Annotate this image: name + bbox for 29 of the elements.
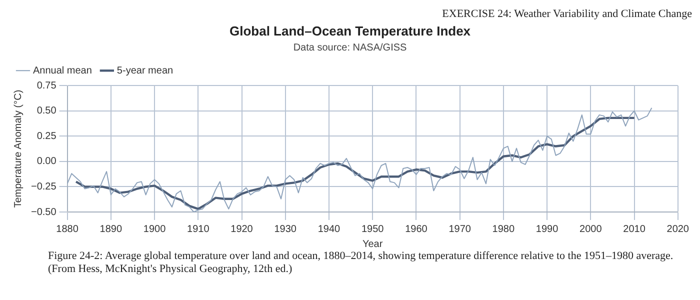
x-tick-label: 1980 xyxy=(492,224,515,235)
text: EXERCISE 24: Weather Variability and Climate Change xyxy=(441,8,692,22)
y-tick-label: −0.50 xyxy=(30,206,57,218)
x-tick-label: 1970 xyxy=(448,224,472,235)
x-tick-label: 1990 xyxy=(536,224,559,235)
chart-subtitle: Data source: NASA/GISS xyxy=(293,42,408,54)
x-tick-label: 1880 xyxy=(56,224,79,235)
x-tick-label: 1930 xyxy=(274,224,297,235)
x-tick-label: 1890 xyxy=(100,224,122,235)
x-tick-label: 2010 xyxy=(623,224,646,235)
x-axis-title: Year xyxy=(362,238,384,250)
y-axis-title: Temperature Anomaly (°C) xyxy=(12,90,24,208)
legend-label: 5-year mean xyxy=(116,65,174,76)
chart-title: Global Land–Ocean Temperature Index xyxy=(229,23,472,38)
y-tick-label: 0.75 xyxy=(36,80,57,92)
x-tick-label: 1900 xyxy=(143,224,166,235)
x-tick-label: 1920 xyxy=(230,224,254,235)
x-tick-label: 1910 xyxy=(187,224,210,235)
caption: Figure 24-2: Average global temperature over land and ocean, 1880–2014, showing temperature difference relative to the 1951–1980 average. (From Hess, McKnight's Physical Geography, 12th ed.) xyxy=(47,250,674,276)
x-tick-label: 2000 xyxy=(580,224,602,235)
x-tick-label: 1960 xyxy=(405,224,428,235)
x-tick-label: 2020 xyxy=(666,224,690,235)
x-tick-label: 1950 xyxy=(361,224,384,235)
x-tick-label: 1940 xyxy=(318,224,341,235)
y-tick-label: −0.25 xyxy=(30,181,57,192)
y-tick-label: 0.00 xyxy=(36,156,57,168)
legend-label: Annual mean xyxy=(33,65,92,76)
y-tick-label: 0.50 xyxy=(36,106,57,117)
y-tick-label: 0.25 xyxy=(36,130,57,142)
